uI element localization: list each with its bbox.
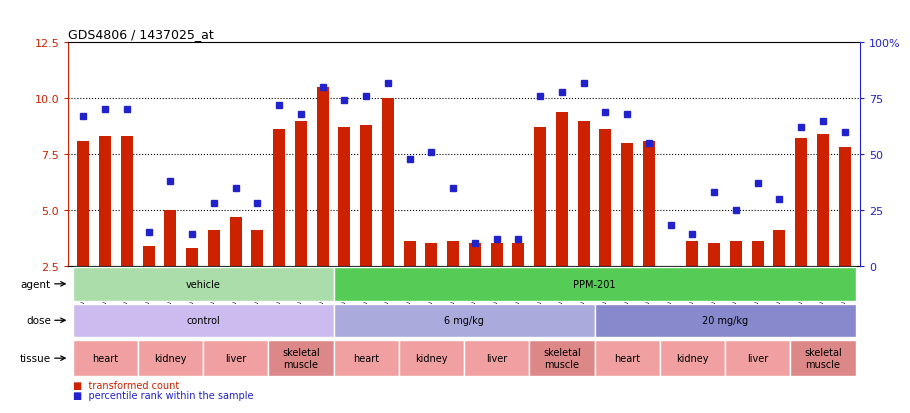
Bar (73, 304, 334, 337)
Bar (791, 340, 855, 376)
Text: ■  percentile rank within the sample: ■ percentile rank within the sample (73, 390, 253, 400)
Bar (643, 141, 655, 266)
Bar (137, 340, 203, 376)
Bar (725, 340, 791, 376)
Text: heart: heart (614, 353, 641, 363)
Text: kidney: kidney (676, 353, 709, 363)
Text: heart: heart (92, 353, 118, 363)
Bar (268, 340, 334, 376)
Text: heart: heart (353, 353, 379, 363)
Bar (273, 130, 285, 266)
Text: GDS4806 / 1437025_at: GDS4806 / 1437025_at (68, 28, 214, 41)
Text: 6 mg/kg: 6 mg/kg (444, 316, 484, 325)
Bar (77, 141, 89, 266)
Bar (594, 304, 855, 337)
Bar (622, 144, 633, 266)
Bar (469, 244, 481, 266)
Text: dose: dose (26, 316, 51, 325)
Bar (187, 248, 198, 266)
Text: control: control (187, 316, 220, 325)
Bar (774, 230, 785, 266)
Bar (530, 340, 594, 376)
Bar (447, 242, 460, 266)
Bar (229, 217, 242, 266)
Bar (795, 139, 807, 266)
Bar (360, 126, 372, 266)
Text: vehicle: vehicle (186, 279, 220, 289)
Bar (534, 128, 546, 266)
Bar (752, 242, 763, 266)
Bar (73, 340, 137, 376)
Text: 20 mg/kg: 20 mg/kg (702, 316, 748, 325)
Bar (208, 230, 220, 266)
Bar (399, 340, 464, 376)
Text: skeletal
muscle: skeletal muscle (282, 347, 319, 369)
Bar (251, 230, 264, 266)
Bar (203, 340, 268, 376)
Text: kidney: kidney (154, 353, 187, 363)
Bar (143, 246, 155, 266)
Text: agent: agent (21, 279, 51, 289)
Bar (839, 148, 851, 266)
Text: skeletal
muscle: skeletal muscle (543, 347, 581, 369)
Bar (334, 268, 855, 301)
Text: liver: liver (486, 353, 508, 363)
Bar (708, 244, 720, 266)
Bar (464, 340, 530, 376)
Bar (339, 128, 350, 266)
Bar (594, 340, 660, 376)
Text: tissue: tissue (20, 353, 51, 363)
Text: skeletal
muscle: skeletal muscle (804, 347, 842, 369)
Text: PPM-201: PPM-201 (573, 279, 616, 289)
Bar (664, 266, 677, 273)
Bar (490, 244, 502, 266)
Bar (73, 268, 334, 301)
Bar (99, 137, 111, 266)
Bar (686, 242, 699, 266)
Text: liver: liver (225, 353, 247, 363)
Text: kidney: kidney (415, 353, 448, 363)
Bar (556, 112, 568, 266)
Bar (404, 242, 416, 266)
Text: liver: liver (747, 353, 768, 363)
Bar (426, 244, 438, 266)
Bar (382, 99, 394, 266)
Bar (817, 135, 829, 266)
Bar (512, 244, 524, 266)
Bar (334, 304, 594, 337)
Bar (730, 242, 742, 266)
Bar (578, 121, 590, 266)
Bar (660, 340, 725, 376)
Bar (121, 137, 133, 266)
Bar (295, 121, 307, 266)
Bar (600, 130, 612, 266)
Bar (317, 88, 329, 266)
Text: ■  transformed count: ■ transformed count (73, 380, 179, 390)
Bar (334, 340, 399, 376)
Bar (165, 210, 177, 266)
